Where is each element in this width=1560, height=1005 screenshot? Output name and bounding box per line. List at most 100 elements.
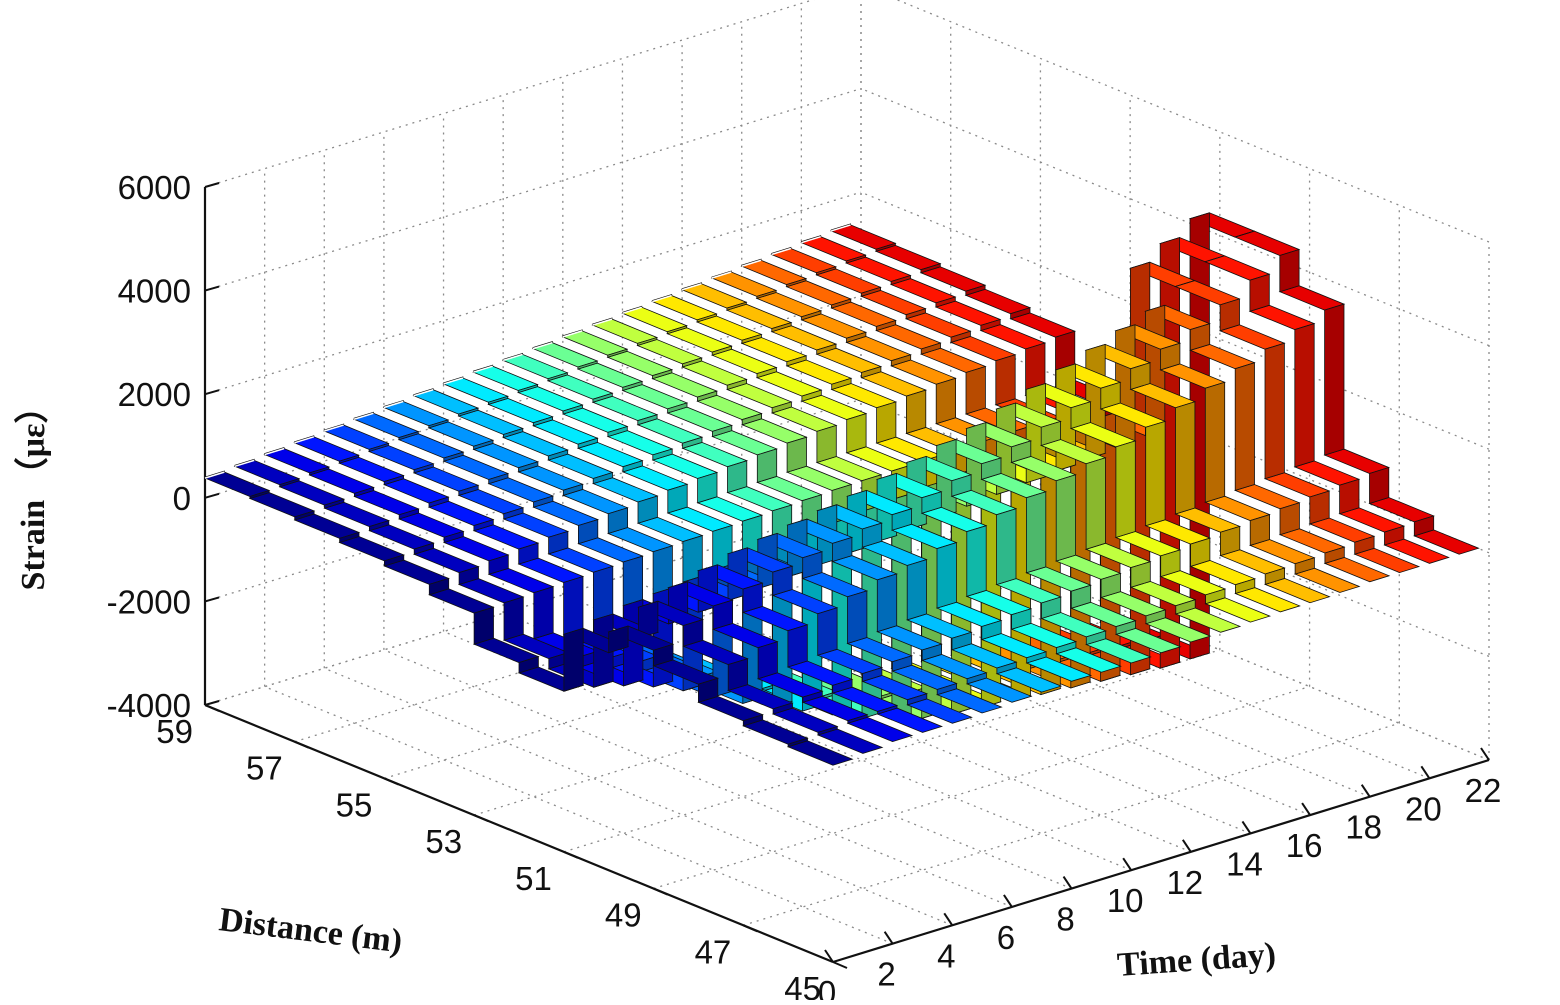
z-axis-title: Strain （με）	[13, 390, 52, 591]
ribbon-segment-riser	[787, 737, 808, 748]
ribbon-segment-riser	[1413, 515, 1435, 537]
ribbon-edge	[652, 294, 672, 303]
ribbon-segment-riser	[368, 520, 390, 532]
grid-line-floor	[653, 685, 1310, 890]
ribbon-segment-riser	[1175, 401, 1196, 515]
ribbon-segment-riser	[846, 413, 867, 454]
z-tick-mark	[204, 182, 220, 188]
ribbon-edge	[801, 235, 821, 244]
ribbon-segment-riser	[711, 345, 732, 356]
ribbon-segment-riser	[1235, 578, 1256, 595]
ribbon-segment-riser	[548, 530, 569, 555]
ribbon-edge	[830, 224, 851, 232]
ribbon-segment-riser	[966, 672, 987, 685]
x-tick-label: 0	[818, 974, 836, 1000]
y-tick-label: 53	[425, 823, 462, 860]
grid-line-side-wall	[860, 87, 1490, 347]
ribbon-edge	[592, 318, 613, 326]
y-tick-mark	[384, 777, 399, 786]
ribbon-segment-riser	[383, 475, 405, 486]
ribbon-segment-riser	[1160, 549, 1181, 578]
ribbon-segment-top	[1203, 255, 1271, 281]
ribbon-segment-riser	[817, 725, 838, 736]
axes-layer	[203, 182, 1490, 969]
x-tick-mark	[1480, 747, 1490, 761]
ribbon-segment-riser	[741, 333, 762, 344]
ribbon-segment-riser	[921, 643, 942, 661]
z-tick-mark	[204, 285, 220, 292]
z-tick-mark	[204, 700, 220, 706]
ribbon-segment-riser	[1115, 620, 1136, 635]
ribbon-edge	[383, 400, 404, 409]
grid-line-floor	[622, 575, 1251, 835]
ribbon-segment-riser	[995, 354, 1016, 406]
ribbon-segment-riser	[1249, 514, 1270, 546]
grid-line-side-wall	[860, 398, 1490, 658]
ribbon-segment-riser	[473, 519, 494, 532]
ribbon-segment-riser	[578, 519, 599, 545]
ribbon-segment-riser	[488, 554, 509, 575]
ribbon-segment-riser	[891, 508, 912, 531]
ribbon-segment-riser	[667, 483, 688, 514]
ribbon-segment-riser	[294, 510, 315, 521]
x-tick-label: 18	[1345, 809, 1382, 846]
x-tick-mark	[1360, 784, 1371, 798]
ribbon-segment-riser	[577, 360, 598, 370]
ribbon-segment-riser	[845, 254, 866, 264]
ribbon-edge	[443, 377, 464, 385]
x-tick-label: 4	[937, 937, 955, 974]
ribbon-segment-riser	[907, 693, 928, 706]
ribbon-segment-riser	[458, 566, 479, 586]
ribbon-segment-riser	[981, 619, 1002, 641]
ribbon-segment-riser	[965, 284, 986, 296]
ribbon-segment-riser	[906, 389, 927, 434]
ribbon-segment-riser	[592, 471, 613, 485]
ribbon-segment-riser	[1130, 561, 1151, 588]
x-tick-label: 20	[1405, 790, 1442, 827]
ribbon-segment-riser	[1011, 440, 1032, 463]
ribbon-segment-riser	[727, 658, 748, 692]
ribbon-segment-riser	[518, 461, 539, 473]
ribbon-segment-riser	[443, 451, 464, 462]
grid-line-back-wall	[204, 191, 862, 395]
ribbon-segment-riser	[413, 463, 434, 474]
ribbon-segment-riser	[802, 690, 823, 703]
grid-line-back-wall	[204, 0, 815, 188]
grid-line-floor	[324, 667, 953, 926]
ribbon-segment-riser	[1175, 280, 1195, 287]
ribbon-segment-riser	[861, 522, 883, 548]
z-tick-label: 4000	[118, 273, 191, 310]
ribbon-segment-riser	[756, 367, 777, 379]
y-tick-mark	[473, 814, 489, 823]
ribbon-segment-riser	[1294, 323, 1315, 468]
ribbon-segment-riser	[1369, 466, 1390, 505]
ribbon-segment-riser	[786, 436, 807, 473]
x-tick-label: 6	[997, 919, 1015, 956]
ribbon-segment-riser	[697, 471, 718, 504]
ribbon-segment-riser	[847, 714, 868, 724]
ribbon-segment-riser	[742, 714, 764, 727]
ribbon-segment-riser	[817, 607, 838, 656]
ribbon-segment-riser	[1115, 440, 1136, 539]
ribbon-segment-riser	[638, 600, 659, 639]
ribbon-segment-riser	[1339, 478, 1360, 515]
z-tick-mark	[204, 596, 220, 603]
ribbon-segment-top	[1248, 304, 1316, 331]
ribbon-segment-riser	[1070, 401, 1091, 430]
x-tick-label: 10	[1107, 882, 1144, 919]
ribbon-segment-riser	[443, 530, 464, 544]
ribbon-segment-riser	[547, 449, 569, 461]
ribbon-segment-riser	[772, 565, 793, 596]
x-tick-mark	[1122, 857, 1133, 871]
ribbon-segment-riser	[1055, 474, 1076, 562]
x-tick-label: 14	[1226, 846, 1263, 883]
y-tick-label: 45	[784, 970, 821, 1000]
ribbon-segment-riser	[771, 401, 792, 414]
ribbon-segment-riser	[757, 641, 778, 680]
ribbon-segment-riser	[1026, 651, 1047, 664]
grid-line-floor	[383, 649, 1013, 908]
x-tick-mark	[883, 931, 894, 945]
ribbon-segment-riser	[696, 313, 717, 323]
ribbon-segment-riser	[502, 427, 524, 439]
x-tick-label: 12	[1166, 864, 1203, 901]
